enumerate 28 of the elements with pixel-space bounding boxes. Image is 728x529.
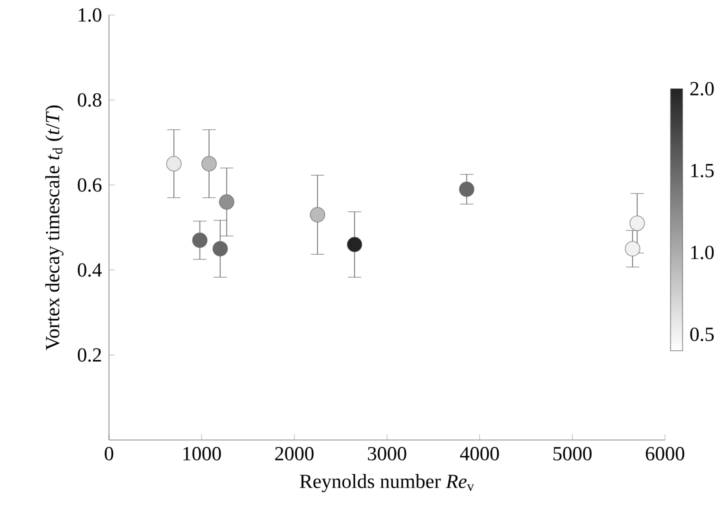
y-tick-label: 0.8: [78, 93, 102, 107]
y-tick-label: 0.2: [78, 348, 101, 362]
point: [219, 194, 234, 210]
point: [346, 236, 362, 252]
point: [212, 241, 228, 256]
point: [166, 156, 182, 172]
x-tick-label: 3000: [368, 446, 406, 460]
color-bar-label: 1.0: [691, 246, 714, 260]
point: [459, 182, 474, 197]
y-axis-title: Vortex decay timescale t$_{d}$ (t/T): [45, 105, 64, 350]
x-tick-label: 2000: [275, 446, 314, 460]
x-tick-label: 0: [104, 446, 114, 460]
point: [310, 207, 326, 222]
point: [630, 216, 645, 231]
x-tick-label: 1000: [183, 446, 221, 460]
y-tick-label: 0.6: [78, 178, 102, 192]
color-bar-label: 2.0: [690, 82, 714, 96]
x-tick-label: 4000: [460, 446, 499, 460]
point: [192, 232, 208, 248]
color-bar-label: 1.5: [691, 164, 714, 178]
x-tick-label: 5000: [554, 446, 592, 460]
point: [624, 241, 640, 256]
x-axis-title: Reynolds number Re$_{v}$: [300, 474, 474, 492]
point: [201, 156, 217, 172]
y-tick-label: 1.0: [78, 8, 102, 22]
x-tick-label: 6000: [646, 446, 684, 460]
y-tick-label: 0.4: [78, 263, 102, 277]
color-bar-label: 0.5: [690, 328, 714, 342]
